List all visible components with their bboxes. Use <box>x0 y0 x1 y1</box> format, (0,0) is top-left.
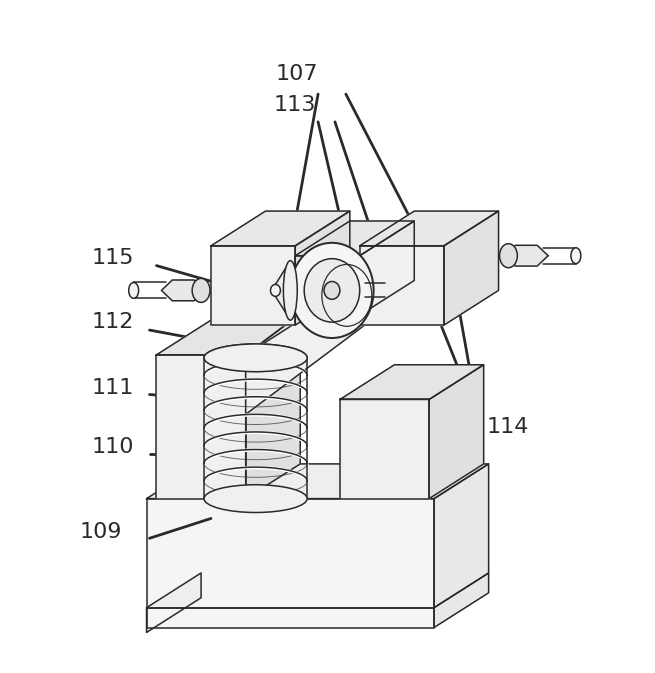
Polygon shape <box>147 573 201 633</box>
Polygon shape <box>246 231 419 355</box>
Ellipse shape <box>128 283 139 298</box>
Ellipse shape <box>290 243 373 338</box>
Text: 114: 114 <box>487 417 529 437</box>
Ellipse shape <box>304 258 360 322</box>
Polygon shape <box>157 355 246 499</box>
Polygon shape <box>157 320 300 355</box>
Ellipse shape <box>204 344 307 371</box>
Polygon shape <box>429 365 483 499</box>
Text: 115: 115 <box>92 248 134 268</box>
Polygon shape <box>434 573 489 627</box>
Polygon shape <box>147 464 489 499</box>
Text: 107: 107 <box>276 64 318 84</box>
Polygon shape <box>147 608 434 627</box>
Ellipse shape <box>500 244 517 268</box>
Polygon shape <box>295 211 350 325</box>
Text: 109: 109 <box>79 522 122 542</box>
Polygon shape <box>295 221 414 256</box>
Polygon shape <box>340 400 429 499</box>
Polygon shape <box>340 365 483 400</box>
Text: 111: 111 <box>92 378 134 398</box>
Polygon shape <box>360 246 444 325</box>
Polygon shape <box>211 246 295 325</box>
Polygon shape <box>161 280 205 301</box>
Ellipse shape <box>204 485 307 513</box>
Polygon shape <box>246 266 365 415</box>
Ellipse shape <box>271 285 280 296</box>
Polygon shape <box>295 256 360 315</box>
Polygon shape <box>434 464 489 608</box>
Polygon shape <box>444 211 498 325</box>
Ellipse shape <box>192 279 210 302</box>
Polygon shape <box>360 221 414 315</box>
Text: 112: 112 <box>92 312 134 332</box>
Polygon shape <box>246 320 300 499</box>
Ellipse shape <box>324 281 340 299</box>
Polygon shape <box>276 260 290 320</box>
Text: 113: 113 <box>273 95 316 115</box>
Ellipse shape <box>284 260 297 320</box>
Polygon shape <box>360 211 498 246</box>
Polygon shape <box>211 211 350 246</box>
Polygon shape <box>365 231 419 325</box>
Ellipse shape <box>571 248 581 264</box>
Polygon shape <box>147 499 434 608</box>
Text: 110: 110 <box>92 437 134 457</box>
Polygon shape <box>504 245 548 266</box>
